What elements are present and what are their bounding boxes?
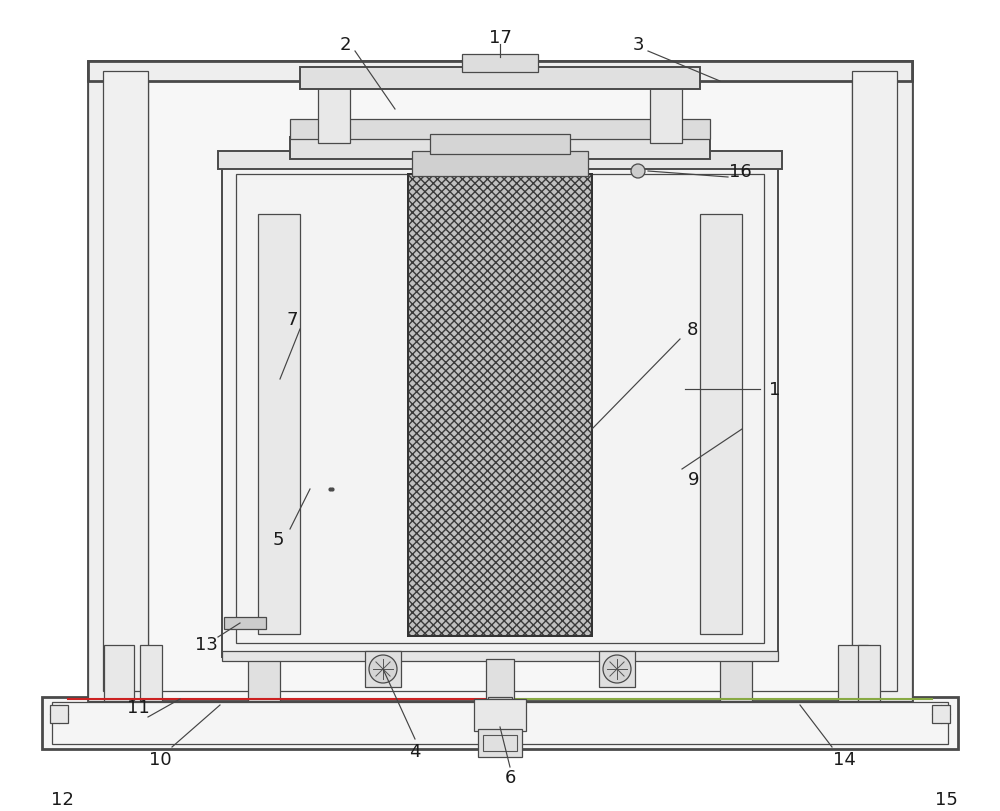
Bar [720,657,752,702]
Bar [599,651,635,687]
Bar [52,702,948,744]
Bar [88,62,148,702]
Bar [932,705,950,723]
Bar [483,735,517,751]
Bar [88,62,912,702]
Bar [488,697,512,705]
Text: 4: 4 [409,742,421,760]
Bar [858,646,880,702]
Text: 1: 1 [769,380,781,398]
Bar [318,86,350,144]
Text: 8: 8 [686,320,698,338]
Bar [103,72,148,691]
Bar [236,175,764,643]
Text: 9: 9 [688,470,700,488]
Text: 10: 10 [149,750,171,768]
Bar [478,729,522,757]
Text: 5: 5 [272,530,284,548]
Bar [258,215,300,634]
Bar [838,646,868,702]
Text: 6: 6 [504,768,516,786]
Bar [700,215,742,634]
Bar [290,138,710,160]
Bar [218,152,782,169]
Text: 14: 14 [833,750,855,768]
Text: 12: 12 [51,790,73,808]
Text: 16: 16 [729,163,751,181]
Text: 3: 3 [632,36,644,54]
Bar [462,55,538,73]
Bar [248,657,280,702]
Text: 11: 11 [127,698,149,716]
Bar [222,651,778,661]
Bar [650,86,682,144]
Circle shape [631,165,645,178]
Text: 17: 17 [489,29,511,47]
Bar [486,659,514,699]
Bar [50,705,68,723]
Bar [224,617,266,629]
Text: 7: 7 [286,311,298,328]
Bar [104,646,134,702]
Text: 13: 13 [195,635,217,653]
Bar [852,62,912,702]
Bar [140,646,162,702]
Circle shape [603,655,631,683]
Bar [222,162,778,657]
Bar [103,72,897,691]
Bar [408,175,592,636]
Bar [365,651,401,687]
Bar [852,72,897,691]
Bar [474,699,526,731]
Bar [290,120,710,139]
Bar [412,152,588,177]
Text: 15: 15 [935,790,957,808]
Bar [88,62,912,82]
Bar [300,68,700,90]
Circle shape [369,655,397,683]
Bar [42,697,958,749]
Bar [408,175,592,636]
Text: 2: 2 [339,36,351,54]
Bar [430,135,570,155]
